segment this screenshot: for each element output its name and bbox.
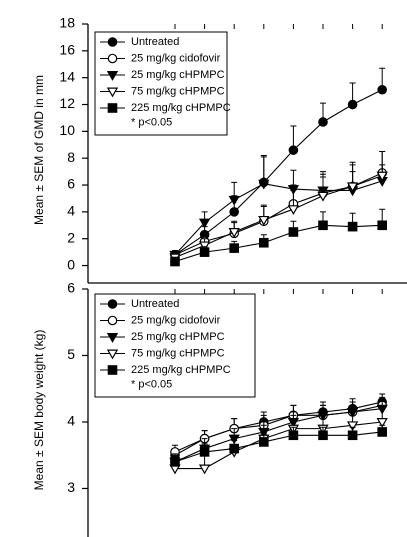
series-line — [174, 431, 383, 463]
y-tick-label: 0 — [67, 256, 75, 272]
y-axis-label: Mean ± SEM of GMD in mm — [32, 75, 46, 225]
y-tick-label: 14 — [59, 68, 75, 84]
marker — [377, 427, 387, 437]
marker — [198, 218, 211, 229]
marker — [199, 247, 210, 257]
legend-label: 225 mg/kg cHPMPC — [131, 364, 231, 376]
marker — [107, 53, 118, 64]
legend-box — [94, 293, 256, 398]
y-tick-label: 2 — [67, 229, 75, 245]
marker — [229, 207, 239, 217]
marker — [347, 99, 358, 110]
legend-note: * p<0.05 — [131, 378, 172, 390]
series-line — [174, 89, 383, 256]
marker — [106, 349, 119, 360]
marker — [229, 243, 239, 253]
marker — [228, 228, 240, 238]
legend-box — [94, 31, 228, 136]
marker — [318, 220, 328, 231]
marker — [346, 182, 359, 193]
marker — [106, 71, 119, 81]
marker — [287, 205, 300, 216]
y-tick-label: 6 — [67, 280, 75, 296]
legend-label: Untreated — [131, 298, 179, 310]
y-tick-label: 16 — [59, 42, 75, 58]
y-tick-label: 10 — [59, 122, 75, 138]
legend-label: 25 mg/kg cidofovir — [131, 52, 221, 64]
marker — [258, 215, 270, 226]
marker — [170, 256, 180, 267]
marker — [288, 430, 299, 441]
marker — [288, 145, 299, 155]
marker — [377, 84, 387, 95]
marker — [228, 195, 240, 206]
y-tick-label: 4 — [67, 203, 75, 219]
y-tick-label: 8 — [67, 149, 75, 165]
marker — [377, 220, 387, 231]
y-tick-label: 5 — [67, 346, 75, 362]
marker — [347, 221, 358, 232]
error-bar — [260, 156, 267, 184]
error-bar — [379, 150, 386, 176]
legend-label: 25 mg/kg cHPMPC — [131, 331, 225, 343]
marker — [106, 333, 119, 343]
marker — [107, 315, 118, 326]
marker — [258, 179, 270, 190]
series-line — [174, 408, 383, 463]
legend-note: * p<0.05 — [131, 116, 172, 128]
legend-label: 75 mg/kg cHPMPC — [131, 85, 225, 97]
marker — [318, 430, 328, 441]
marker — [199, 447, 210, 457]
marker — [347, 430, 358, 441]
y-axis-label: Mean ± SEM body weight (kg) — [32, 330, 46, 491]
marker — [287, 185, 300, 195]
legend-label: 25 mg/kg cidofovir — [131, 314, 221, 326]
marker — [376, 171, 388, 182]
legend-label: 25 mg/kg cHPMPC — [131, 69, 225, 81]
marker — [198, 241, 211, 252]
series-line — [174, 224, 383, 263]
y-tick-label: 12 — [59, 95, 75, 111]
marker — [259, 237, 269, 248]
y-tick-label: 18 — [59, 15, 75, 31]
marker — [376, 418, 388, 428]
legend-label: 75 mg/kg cHPMPC — [131, 347, 225, 359]
marker — [107, 299, 118, 309]
marker — [288, 227, 299, 237]
marker — [106, 87, 119, 98]
legend-label: 225 mg/kg cHPMPC — [131, 102, 231, 114]
marker — [107, 365, 118, 375]
marker — [318, 117, 328, 127]
marker — [346, 421, 359, 432]
marker — [198, 464, 211, 475]
marker — [259, 437, 269, 447]
y-tick-label: 3 — [67, 479, 75, 495]
marker — [317, 191, 329, 202]
y-tick-label: 6 — [67, 176, 75, 192]
marker — [107, 103, 118, 113]
legend-label: Untreated — [131, 36, 179, 48]
marker — [107, 37, 118, 47]
marker — [170, 457, 180, 467]
marker — [229, 443, 239, 454]
series-line — [174, 175, 383, 259]
y-tick-label: 4 — [67, 413, 75, 429]
